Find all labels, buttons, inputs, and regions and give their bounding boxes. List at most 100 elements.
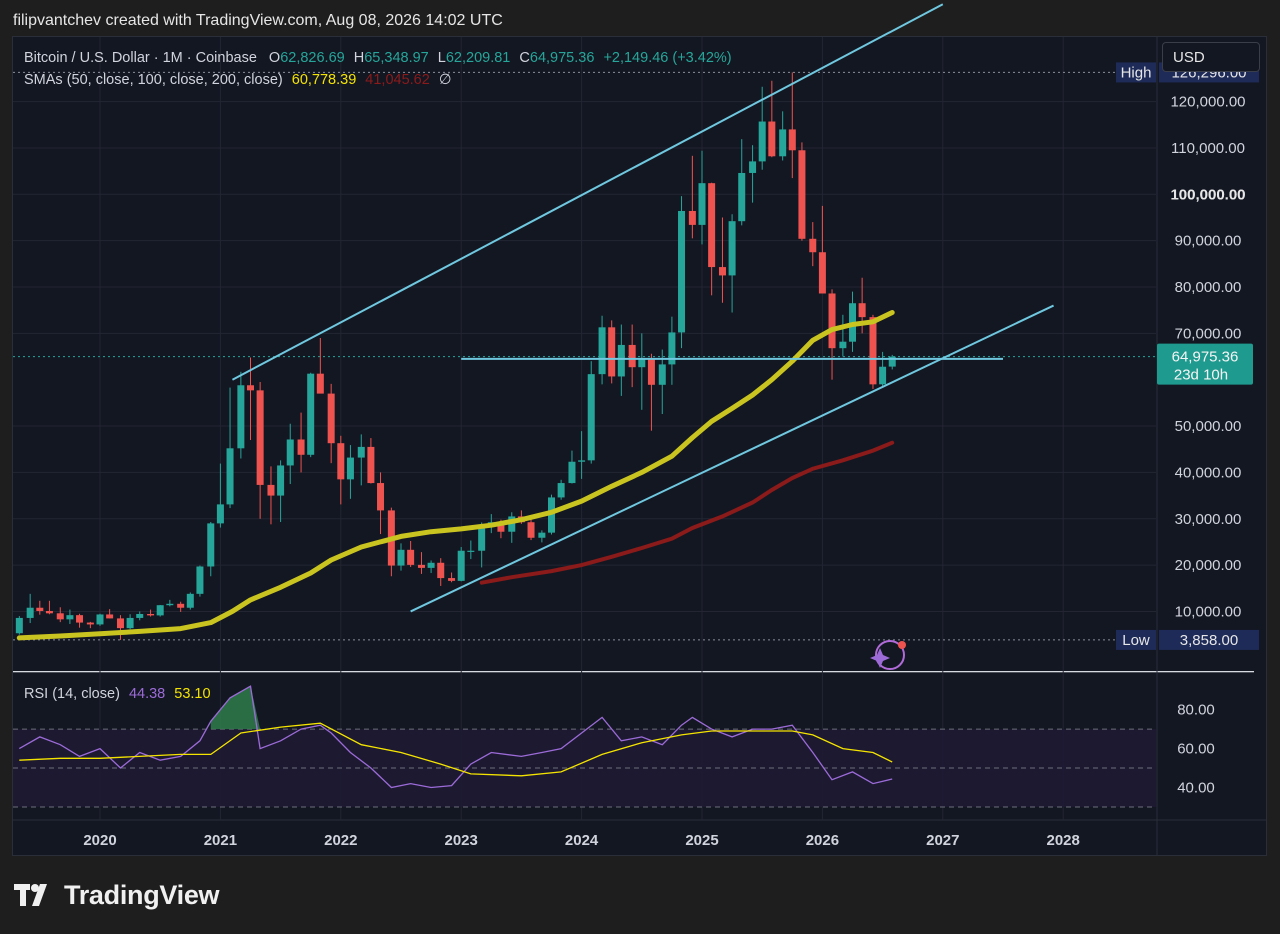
sma50-value: 60,778.39 xyxy=(291,72,357,88)
time-tick-label: 2025 xyxy=(685,832,718,849)
candle-body xyxy=(879,366,887,385)
candle-body xyxy=(628,344,636,368)
candle xyxy=(638,333,646,410)
low-value: 62,209.81 xyxy=(445,50,511,66)
candle xyxy=(126,614,134,630)
candle-body xyxy=(196,566,204,594)
candle-body xyxy=(869,317,877,385)
chart-credit: filipvantchev created with TradingView.c… xyxy=(13,12,503,29)
close-value: 64,975.36 xyxy=(529,50,595,66)
candle xyxy=(448,572,456,583)
candle xyxy=(26,593,34,624)
candle-body xyxy=(36,607,44,611)
candle-body xyxy=(106,614,114,619)
candle xyxy=(267,466,275,525)
time-tick-label: 2026 xyxy=(806,832,839,849)
candle xyxy=(698,150,706,245)
candle-body xyxy=(678,210,686,333)
candle-body xyxy=(508,516,516,532)
price-tick-label: 40,000.00 xyxy=(1175,464,1242,481)
high-value: 65,348.97 xyxy=(364,50,429,66)
low-label: L xyxy=(437,50,446,66)
rsi-tick-label: 60.00 xyxy=(1177,741,1215,758)
tradingview-logo[interactable]: TradingView xyxy=(14,880,220,910)
candle-body xyxy=(96,614,104,625)
candle xyxy=(688,155,696,239)
last-price-box xyxy=(1157,343,1253,385)
currency-selector[interactable]: USD xyxy=(1162,42,1260,72)
candle-body xyxy=(316,373,324,394)
candle-body xyxy=(76,615,84,623)
candle-body xyxy=(56,613,64,620)
symbol-label[interactable]: Bitcoin / U.S. Dollar · 1M · Coinbase xyxy=(24,50,257,66)
price-legend: Bitcoin / U.S. Dollar · 1M · Coinbase O6… xyxy=(24,50,732,66)
candle xyxy=(327,383,335,464)
candle xyxy=(437,558,445,586)
rsi-ma-value: 53.10 xyxy=(174,686,211,702)
sma-label[interactable]: SMAs (50, close, 100, close, 200, close) xyxy=(24,72,283,88)
sparkle-ring xyxy=(875,640,905,670)
low-badge: Low 3,858.00 xyxy=(1116,629,1259,650)
candle xyxy=(457,547,465,582)
rsi-label[interactable]: RSI (14, close) xyxy=(24,686,120,702)
rsi-legend: RSI (14, close) 44.38 53.10 xyxy=(24,686,211,702)
last-price-value: 64,975.36 xyxy=(1172,349,1239,366)
candle xyxy=(779,111,787,161)
candle-body xyxy=(497,522,505,532)
candle-body xyxy=(448,578,456,581)
candle-body xyxy=(45,610,53,614)
time-tick-label: 2022 xyxy=(324,832,357,849)
candle-body xyxy=(247,385,254,391)
candle-body xyxy=(136,613,144,618)
candle xyxy=(226,387,234,509)
candle xyxy=(809,222,817,267)
candle xyxy=(56,607,64,623)
candle-body xyxy=(888,356,896,367)
candle xyxy=(66,609,74,624)
candle-body xyxy=(407,549,415,565)
candle-body xyxy=(617,344,625,377)
candle xyxy=(196,565,204,597)
price-tick-label: 100,000.00 xyxy=(1170,186,1245,203)
price-tick-label: 10,000.00 xyxy=(1175,603,1242,620)
candle-body xyxy=(357,446,365,458)
candle xyxy=(738,139,746,226)
price-tick-label: 100,000.00 xyxy=(1170,186,1245,203)
candle-body xyxy=(557,483,565,498)
candle xyxy=(478,522,486,568)
candle xyxy=(557,479,565,500)
trendline xyxy=(410,304,1054,613)
candle xyxy=(527,517,535,541)
price-tick-label: 20,000.00 xyxy=(1175,557,1242,574)
candle-body xyxy=(337,443,345,480)
candle xyxy=(407,540,415,567)
candle-body xyxy=(708,183,716,268)
time-tick-label: 2024 xyxy=(565,832,599,849)
candle xyxy=(86,621,94,629)
candle-body xyxy=(798,150,806,239)
candle-body xyxy=(698,183,706,225)
price-tick-label: 30,000.00 xyxy=(1175,511,1242,528)
candle xyxy=(397,543,405,571)
candle xyxy=(36,600,44,615)
candle-body xyxy=(828,293,836,349)
candle xyxy=(76,613,84,628)
candle-body xyxy=(346,457,354,480)
candle-body xyxy=(718,267,726,276)
candle xyxy=(788,72,796,179)
candle-body xyxy=(207,523,215,567)
candle-body xyxy=(126,617,134,629)
candle xyxy=(337,435,345,505)
candle-body xyxy=(598,327,606,375)
candle-body xyxy=(578,460,586,462)
rsi-tick-label: 80.00 xyxy=(1177,702,1215,719)
candle xyxy=(297,412,305,473)
candle xyxy=(277,460,285,522)
price-tick-label: 70,000.00 xyxy=(1175,325,1242,342)
candle xyxy=(377,472,385,535)
candle xyxy=(678,196,686,349)
candle xyxy=(879,351,887,387)
candle xyxy=(658,349,666,414)
candle xyxy=(45,600,53,615)
